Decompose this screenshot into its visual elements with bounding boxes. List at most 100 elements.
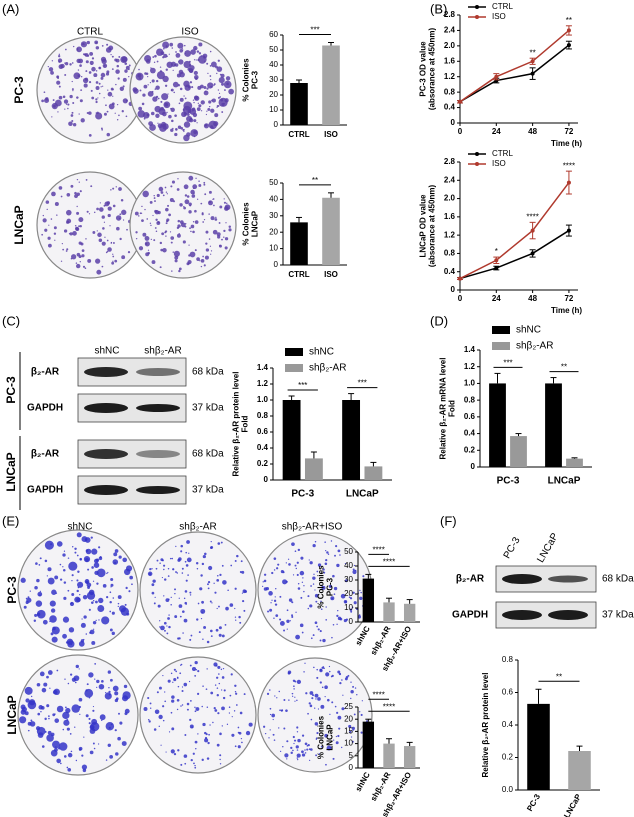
colony: [88, 81, 92, 84]
plate: [139, 656, 257, 774]
x-axis-label: Time (h): [551, 139, 582, 148]
colony: [145, 252, 150, 257]
colony: [324, 696, 326, 698]
colony: [175, 53, 181, 58]
y-tick-label: 60: [269, 30, 278, 39]
colony: [142, 232, 147, 237]
colony: [184, 590, 188, 593]
y-tick-label: 50: [269, 45, 278, 54]
colony: [106, 250, 109, 253]
colony: [231, 716, 233, 718]
colony: [156, 559, 159, 562]
colony: [95, 46, 100, 50]
colony: [201, 213, 204, 216]
y-tick-label: 0.0: [502, 785, 514, 794]
colony: [171, 180, 175, 184]
colony: [95, 600, 98, 604]
colony: [110, 577, 114, 581]
colony: [167, 679, 171, 683]
colony: [58, 95, 63, 100]
colony: [201, 705, 203, 708]
colony: [174, 255, 179, 260]
x-tick-label: CTRL: [288, 270, 309, 279]
colony: [285, 709, 288, 712]
colony: [188, 680, 191, 683]
colony: [168, 114, 172, 119]
colony: [40, 705, 45, 710]
colony: [93, 747, 96, 750]
colony: [19, 716, 27, 724]
colony: [85, 689, 88, 692]
colony: [52, 99, 55, 102]
colony: [350, 610, 353, 613]
colony: [100, 76, 104, 80]
colony: [325, 606, 327, 608]
colony: [81, 249, 85, 252]
colony: [125, 115, 128, 118]
colony: [71, 574, 74, 577]
colony: [102, 584, 107, 588]
colony: [184, 601, 188, 605]
colony: [320, 704, 325, 709]
colony: [273, 617, 275, 619]
colony: [202, 638, 204, 640]
colony: [241, 592, 244, 594]
colony: [96, 207, 99, 211]
colony: [150, 111, 155, 116]
colony: [114, 729, 117, 732]
colony: [189, 65, 195, 71]
colony: [352, 685, 355, 688]
colony: [43, 682, 48, 687]
colony: [308, 702, 311, 705]
colony: [152, 214, 154, 217]
y-tick-label: 1.2: [257, 379, 269, 388]
colony: [223, 198, 225, 200]
colony: [194, 74, 199, 80]
y-tick-label: 1.2: [464, 362, 476, 371]
colony: [210, 545, 214, 549]
colony: [177, 224, 181, 228]
colony: [44, 717, 47, 721]
colony: [67, 752, 73, 758]
colony: [240, 560, 243, 563]
colony: [78, 748, 82, 751]
colony: [60, 195, 63, 198]
colony: [206, 668, 208, 670]
colony: [325, 763, 327, 766]
colony: [58, 60, 61, 63]
colony: [116, 119, 119, 121]
colony: [271, 599, 273, 601]
colony: [187, 574, 189, 576]
colony: [165, 191, 168, 193]
legend-label: shNC: [516, 325, 541, 336]
colony: [209, 724, 211, 726]
colony: [60, 762, 62, 765]
colony: [135, 231, 138, 234]
colony: [329, 670, 331, 673]
colony: [209, 75, 212, 77]
colony: [58, 55, 61, 58]
legend-swatch: [475, 152, 479, 156]
line: [459, 44, 570, 103]
legend-swatch: [492, 342, 510, 350]
colony: [216, 578, 220, 582]
colony: [293, 685, 295, 688]
colony: [325, 550, 327, 552]
colony: [58, 64, 64, 70]
colony: [102, 63, 108, 69]
colony: [193, 95, 199, 100]
colony: [99, 202, 101, 204]
colony: [238, 731, 242, 735]
colony: [47, 730, 52, 735]
colony: [354, 687, 357, 689]
colony: [151, 583, 155, 587]
colony: [196, 122, 198, 124]
colony: [184, 199, 190, 205]
colony: [218, 92, 221, 94]
colony: [119, 213, 122, 216]
row-label: PC-3: [12, 76, 26, 104]
colony: [314, 540, 317, 543]
colony: [59, 578, 63, 581]
colony: [78, 255, 82, 259]
